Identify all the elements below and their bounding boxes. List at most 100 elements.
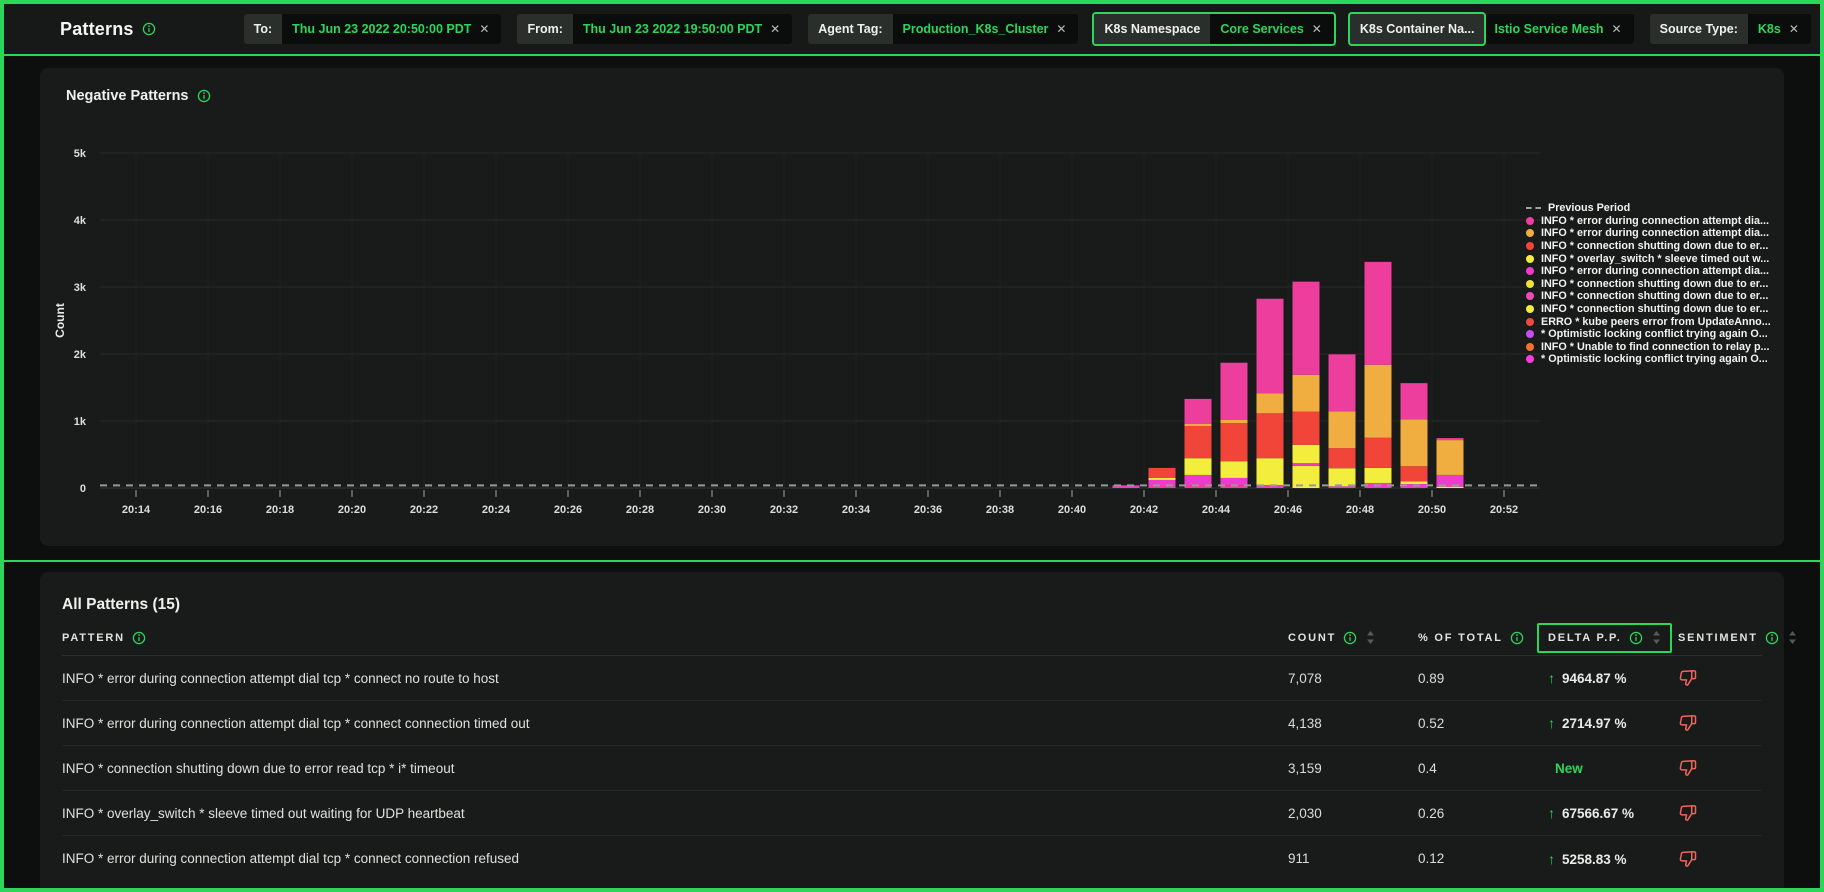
- filter-value: K8s: [1758, 22, 1781, 36]
- legend-item[interactable]: INFO * error during connection attempt d…: [1526, 215, 1780, 228]
- table-row[interactable]: INFO * overlay_switch * sleeve timed out…: [62, 791, 1762, 836]
- svg-text:2k: 2k: [74, 349, 87, 361]
- sentiment-cell: [1678, 668, 1762, 688]
- filter-chip-from[interactable]: From: Thu Jun 23 2022 19:50:00 PDT ✕: [517, 14, 792, 44]
- legend-item[interactable]: Previous Period: [1526, 202, 1780, 215]
- svg-text:20:50: 20:50: [1418, 504, 1446, 516]
- svg-text:20:26: 20:26: [554, 504, 582, 516]
- sort-icon[interactable]: [1652, 631, 1661, 644]
- chart-section: Negative Patterns 20:1420:1620:1820:2020…: [4, 56, 1820, 562]
- column-header-pattern[interactable]: PATTERN: [62, 631, 1288, 645]
- legend-dot-swatch: [1526, 229, 1534, 237]
- filter-value: Core Services: [1220, 22, 1303, 36]
- filter-chip-to[interactable]: To: Thu Jun 23 2022 20:50:00 PDT ✕: [244, 14, 502, 44]
- filter-value: Thu Jun 23 2022 20:50:00 PDT: [292, 22, 471, 36]
- up-arrow-icon: ↑: [1548, 670, 1555, 686]
- info-icon[interactable]: [197, 89, 211, 103]
- legend-dot-swatch: [1526, 292, 1534, 300]
- svg-text:20:32: 20:32: [770, 504, 798, 516]
- app-window: Patterns To: Thu Jun 23 2022 20:50:00 PD…: [0, 0, 1824, 892]
- legend-item[interactable]: * Optimistic locking conflict trying aga…: [1526, 353, 1780, 366]
- column-header-count[interactable]: COUNT: [1288, 631, 1418, 645]
- legend-item[interactable]: INFO * connection shutting down due to e…: [1526, 290, 1780, 303]
- legend-item[interactable]: INFO * connection shutting down due to e…: [1526, 240, 1780, 253]
- negative-patterns-chart[interactable]: 20:1420:1620:1820:2020:2220:2420:2620:28…: [40, 126, 1570, 530]
- filter-label: Agent Tag:: [808, 14, 892, 44]
- svg-text:20:36: 20:36: [914, 504, 942, 516]
- table-row[interactable]: INFO * error during connection attempt d…: [62, 701, 1762, 746]
- svg-text:Count: Count: [53, 303, 67, 338]
- info-icon[interactable]: [1343, 631, 1357, 645]
- info-icon[interactable]: [1510, 631, 1524, 645]
- pattern-cell: INFO * error during connection attempt d…: [62, 716, 1288, 731]
- legend-item[interactable]: INFO * error during connection attempt d…: [1526, 265, 1780, 278]
- legend-label: ERRO * kube peers error from UpdateAnno.…: [1541, 316, 1771, 328]
- filter-value: Production_K8s_Cluster: [903, 22, 1049, 36]
- count-cell: 2,030: [1288, 806, 1418, 821]
- column-header-pct-of-total[interactable]: % OF TOTAL: [1418, 631, 1548, 645]
- legend-label: * Optimistic locking conflict trying aga…: [1541, 328, 1768, 340]
- count-cell: 911: [1288, 851, 1418, 866]
- pct-cell: 0.89: [1418, 671, 1548, 686]
- info-icon[interactable]: [132, 631, 146, 645]
- legend-item[interactable]: INFO * overlay_switch * sleeve timed out…: [1526, 252, 1780, 265]
- all-patterns-panel: All Patterns (15) PATTERN COUNT % OF TOT…: [40, 572, 1784, 888]
- info-icon[interactable]: [1629, 631, 1643, 645]
- thumbs-down-icon[interactable]: [1678, 803, 1698, 823]
- filter-chip-source-type[interactable]: Source Type: K8s ✕: [1650, 14, 1811, 44]
- filter-chip-agent-tag[interactable]: Agent Tag: Production_K8s_Cluster ✕: [808, 14, 1078, 44]
- svg-text:20:16: 20:16: [194, 504, 222, 516]
- legend-label: INFO * connection shutting down due to e…: [1541, 240, 1768, 252]
- pattern-cell: INFO * connection shutting down due to e…: [62, 761, 1288, 776]
- sort-icon[interactable]: [1788, 631, 1797, 644]
- thumbs-down-icon[interactable]: [1678, 668, 1698, 688]
- thumbs-down-icon[interactable]: [1678, 849, 1698, 869]
- table-row[interactable]: INFO * error during connection attempt d…: [62, 656, 1762, 701]
- table-row[interactable]: INFO * connection shutting down due to e…: [62, 746, 1762, 791]
- thumbs-down-icon[interactable]: [1678, 713, 1698, 733]
- filter-chip-k8s-namespace[interactable]: K8s Namespace Core Services ✕: [1094, 14, 1333, 44]
- svg-text:5k: 5k: [74, 148, 87, 160]
- pct-cell: 0.26: [1418, 806, 1548, 821]
- thumbs-down-icon[interactable]: [1678, 758, 1698, 778]
- filter-label: K8s Namespace: [1094, 14, 1210, 44]
- close-icon[interactable]: ✕: [762, 22, 788, 36]
- table-row[interactable]: INFO * error during connection attempt d…: [62, 836, 1762, 881]
- filter-chip-k8s-container[interactable]: K8s Container Na... Istio Service Mesh ✕: [1350, 14, 1634, 44]
- legend-dot-swatch: [1526, 330, 1534, 338]
- legend-item[interactable]: INFO * connection shutting down due to e…: [1526, 303, 1780, 316]
- table-title: All Patterns (15): [62, 572, 1762, 614]
- close-icon[interactable]: ✕: [1048, 22, 1074, 36]
- legend-dot-swatch: [1526, 242, 1534, 250]
- close-icon[interactable]: ✕: [1781, 22, 1807, 36]
- legend-item[interactable]: INFO * error during connection attempt d…: [1526, 227, 1780, 240]
- svg-text:20:14: 20:14: [122, 504, 151, 516]
- close-icon[interactable]: ✕: [1304, 22, 1330, 36]
- column-header-delta-pp[interactable]: DELTA P.P.: [1548, 623, 1678, 653]
- page-title: Patterns: [60, 19, 134, 40]
- svg-text:20:24: 20:24: [482, 504, 511, 516]
- pattern-cell: INFO * error during connection attempt d…: [62, 671, 1288, 686]
- column-header-sentiment[interactable]: SENTIMENT: [1678, 631, 1762, 645]
- count-cell: 7,078: [1288, 671, 1418, 686]
- info-icon[interactable]: [1765, 631, 1779, 645]
- legend-item[interactable]: ERRO * kube peers error from UpdateAnno.…: [1526, 315, 1780, 328]
- sentiment-cell: [1678, 849, 1762, 869]
- pct-cell: 0.12: [1418, 851, 1548, 866]
- svg-text:0: 0: [80, 483, 86, 495]
- close-icon[interactable]: ✕: [471, 22, 497, 36]
- legend-item[interactable]: * Optimistic locking conflict trying aga…: [1526, 328, 1780, 341]
- filter-label: To:: [244, 14, 283, 44]
- svg-text:3k: 3k: [74, 282, 87, 294]
- legend-item[interactable]: INFO * connection shutting down due to e…: [1526, 278, 1780, 291]
- info-icon[interactable]: [142, 22, 156, 36]
- sort-icon[interactable]: [1366, 631, 1375, 644]
- close-icon[interactable]: ✕: [1604, 22, 1630, 36]
- legend-dot-swatch: [1526, 280, 1534, 288]
- legend-item[interactable]: INFO * Unable to find connection to rela…: [1526, 341, 1780, 354]
- svg-text:20:20: 20:20: [338, 504, 366, 516]
- count-cell: 4,138: [1288, 716, 1418, 731]
- sentiment-cell: [1678, 758, 1762, 778]
- legend-label: INFO * error during connection attempt d…: [1541, 227, 1769, 239]
- up-arrow-icon: ↑: [1548, 805, 1555, 821]
